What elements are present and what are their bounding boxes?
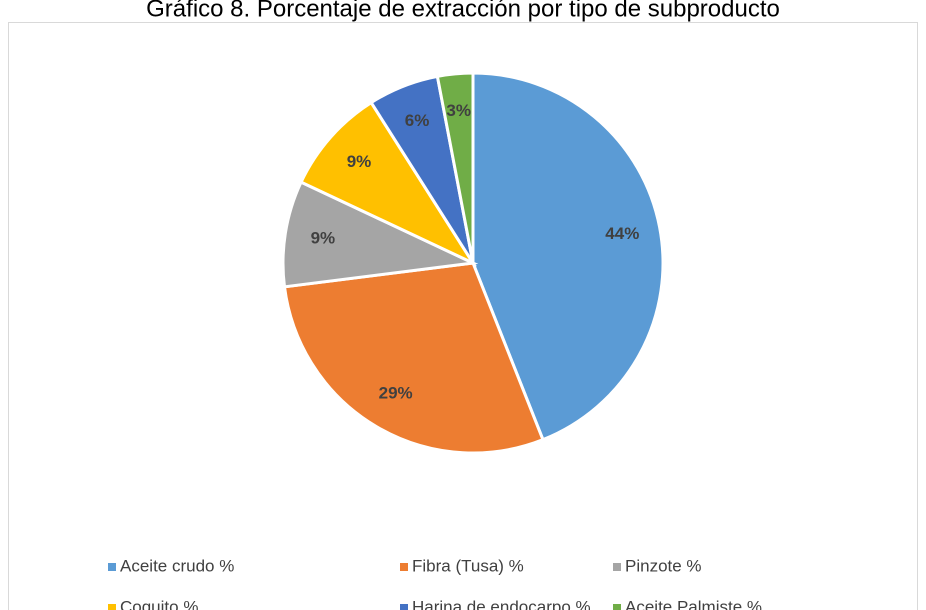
data-label: 9% <box>347 152 372 171</box>
data-label: 6% <box>405 111 430 130</box>
legend-label: Pinzote % <box>625 556 702 575</box>
legend-marker <box>613 604 621 610</box>
pie-slice <box>471 71 665 442</box>
legend-label: Aceite crudo % <box>120 556 234 575</box>
legend-marker <box>613 563 621 571</box>
pie-slice <box>281 180 479 289</box>
pie-slice <box>282 261 545 455</box>
pie-slice <box>435 71 475 264</box>
legend-label: Harina de endocarpo % <box>412 597 591 610</box>
legend-marker <box>400 604 408 610</box>
legend-label: Fibra (Tusa) % <box>412 556 524 575</box>
data-label: 44% <box>605 224 639 243</box>
legend-label: Aceite Palmiste % <box>625 597 762 610</box>
legend-marker <box>108 604 116 610</box>
data-label: 9% <box>311 229 336 248</box>
data-label: 3% <box>446 101 471 120</box>
chart-title: Gráfico 8. Porcentaje de extracción por … <box>146 0 780 22</box>
data-label: 29% <box>379 383 413 402</box>
legend-label: Coquito % <box>120 597 198 610</box>
legend-marker <box>108 563 116 571</box>
pie-slice <box>299 100 478 267</box>
legend-marker <box>400 563 408 571</box>
